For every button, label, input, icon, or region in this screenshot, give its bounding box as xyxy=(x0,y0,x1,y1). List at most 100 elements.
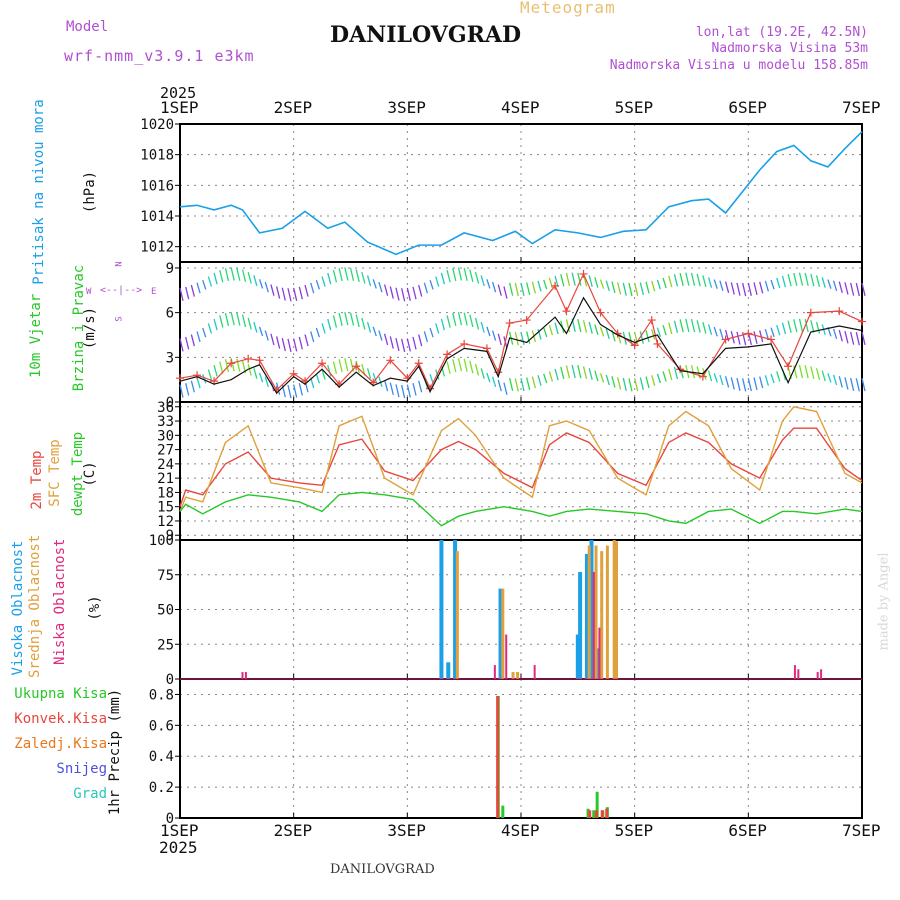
wind-arrow xyxy=(770,279,775,290)
wind-arrow xyxy=(287,338,292,353)
y-tick-label: 100 xyxy=(149,533,174,549)
wind-arrow xyxy=(815,321,821,334)
wind-arrow xyxy=(327,364,332,377)
precip-label-conv: Konvek.Kisa xyxy=(14,711,107,727)
wind-arrow xyxy=(844,377,849,390)
cloud-low-bar xyxy=(793,665,796,679)
wind-arrow xyxy=(355,314,360,328)
wind-arrow xyxy=(298,286,303,300)
wind-arrow xyxy=(190,334,195,347)
wind-arrow xyxy=(707,277,713,288)
y-tick-label: 0.2 xyxy=(149,780,174,796)
wind-arrow xyxy=(742,282,747,297)
wind-gust-marker xyxy=(352,362,361,371)
wind-arrow xyxy=(764,280,770,292)
wind-arrow xyxy=(753,331,758,344)
wind-arrow xyxy=(395,338,400,352)
wind-arrow xyxy=(605,328,610,340)
wind-arrow xyxy=(196,331,201,343)
wind-gust-marker xyxy=(721,335,730,344)
top-day-label: 7SEP xyxy=(842,98,881,117)
wind-arrow xyxy=(213,364,218,377)
wind-arrow xyxy=(281,287,286,301)
wind-arrow xyxy=(531,281,536,294)
wind-arrow xyxy=(298,336,303,350)
wind-arrow xyxy=(446,269,451,283)
wind-arrow xyxy=(679,272,684,286)
wind-arrow xyxy=(486,326,491,337)
subtitle: Meteogram xyxy=(520,0,616,17)
wind-gust-marker xyxy=(255,356,264,365)
wind-arrow xyxy=(571,272,576,286)
wind-arrow xyxy=(446,361,451,374)
wind-gust-marker xyxy=(676,365,685,374)
wind-arrow xyxy=(179,384,184,398)
y-tick-label: 0.8 xyxy=(149,687,174,703)
wind-arrow xyxy=(366,321,372,333)
wind-arrow xyxy=(378,281,383,293)
wind-arrow xyxy=(412,286,417,300)
wind-arrow xyxy=(736,331,741,345)
wind-arrow xyxy=(565,272,571,286)
cloud-low-bar xyxy=(505,634,508,679)
precip-total-bar xyxy=(592,810,596,818)
page-title: DANILOVGRAD xyxy=(330,22,522,48)
wind-arrow xyxy=(560,366,565,380)
wind-arrow xyxy=(639,282,644,296)
wind-gust-marker xyxy=(596,308,605,317)
wind-gust-marker xyxy=(579,269,588,278)
wind-arrow xyxy=(247,317,252,330)
y-tick-label: 1016 xyxy=(140,178,174,194)
wind-arrow xyxy=(838,376,843,388)
wind-arrow xyxy=(770,373,775,384)
temp-2m-line xyxy=(179,427,863,507)
y-tick-label: 24 xyxy=(157,457,174,473)
wind-arrow xyxy=(798,364,804,379)
wind-arrow xyxy=(565,365,571,379)
wind-arrow xyxy=(423,282,429,294)
wind-arrow xyxy=(372,326,377,337)
wind-arrow xyxy=(707,370,713,382)
panel-frame xyxy=(179,539,863,680)
y-tick-label: 0.4 xyxy=(149,749,174,765)
wind-arrow xyxy=(298,383,303,396)
model-name: wrf-nmm_v3.9.1 e3km xyxy=(64,47,255,65)
precip-conv-bar xyxy=(588,810,592,818)
wind-arrow xyxy=(537,375,542,386)
wind-arrow xyxy=(372,279,377,289)
wind-arrow xyxy=(270,284,275,296)
wind-arrow xyxy=(236,267,241,281)
wind-arrow xyxy=(611,376,616,388)
y-tick-label: 1012 xyxy=(140,240,174,256)
wind-arrow xyxy=(361,317,366,330)
wind-arrow xyxy=(747,282,752,296)
wind-arrow xyxy=(224,268,230,282)
wind-arrow xyxy=(850,377,855,391)
wind-arrow xyxy=(452,359,457,373)
wind-arrow xyxy=(730,282,735,295)
wind-arrow xyxy=(275,286,281,299)
wind-arrow xyxy=(491,376,497,387)
model-label: Model xyxy=(66,19,109,35)
wind-arrow xyxy=(724,376,730,388)
wind-arrow xyxy=(810,366,815,379)
wind-arrow xyxy=(690,365,696,379)
wind-arrow xyxy=(412,383,417,396)
wind-arrow xyxy=(207,323,213,334)
wind-arrow xyxy=(548,371,554,382)
wind-arrow xyxy=(190,380,195,393)
wind-arrow xyxy=(497,333,502,346)
wind-arrow xyxy=(759,281,764,294)
wind-arrow xyxy=(594,324,599,336)
cloud-high-bar xyxy=(446,662,451,679)
bottom-day-label: 4SEP xyxy=(501,821,540,840)
cloud-low-bar xyxy=(244,672,247,679)
wind-arrow xyxy=(577,272,582,286)
wind-arrow xyxy=(690,318,696,333)
wind-arrow xyxy=(383,379,389,392)
compass-w: W xyxy=(86,287,92,297)
precip-conv-bar xyxy=(600,810,604,818)
wind-arrow xyxy=(543,373,548,384)
wind-arrow xyxy=(264,330,269,341)
wind-arrow xyxy=(514,332,519,346)
